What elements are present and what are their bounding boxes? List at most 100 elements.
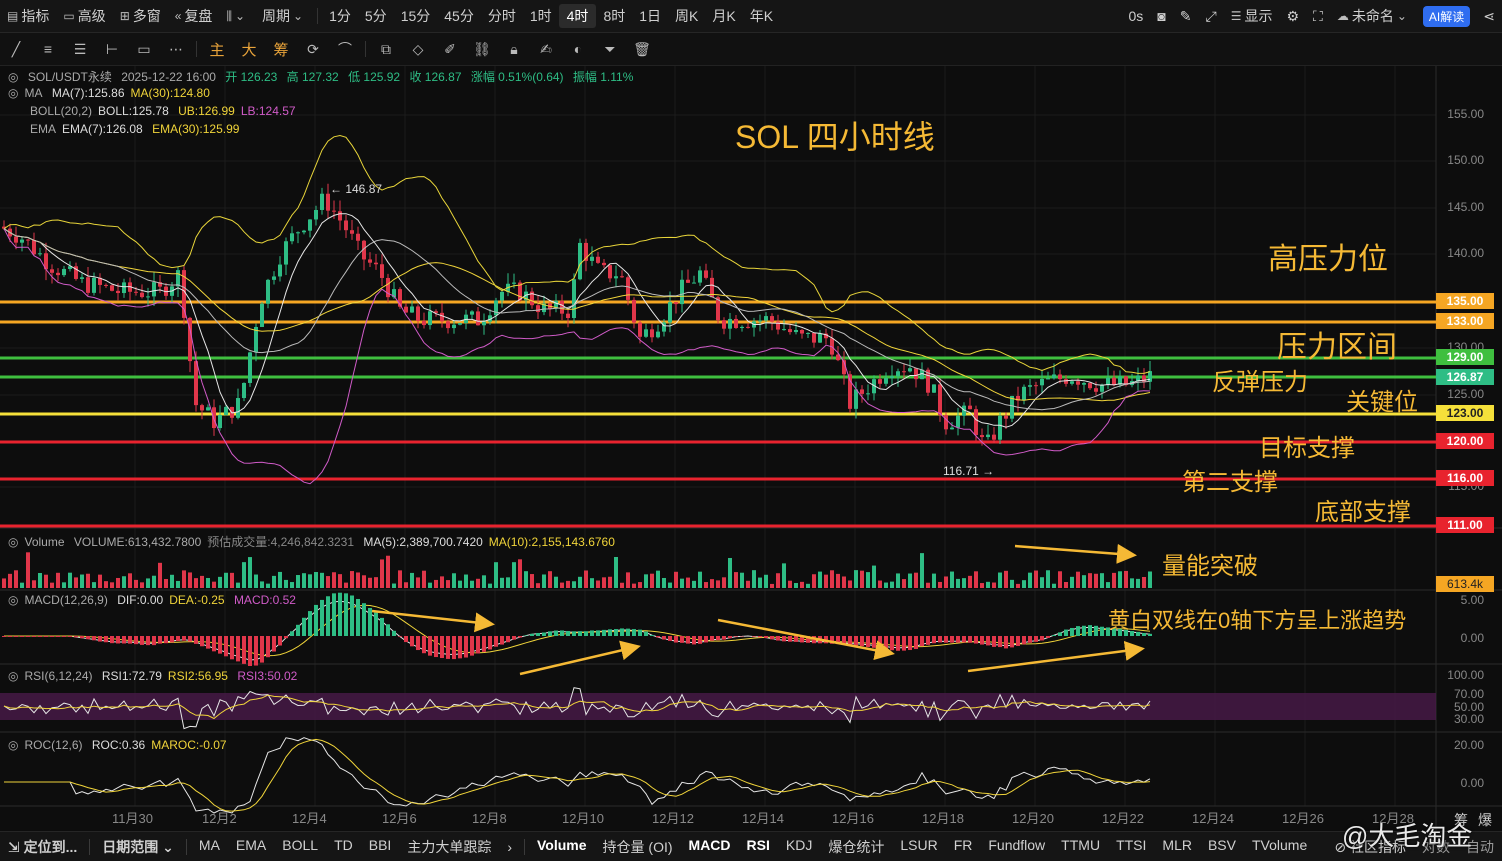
interval-tab[interactable]: 4时 xyxy=(558,4,597,28)
volume-bar xyxy=(728,557,732,588)
big-order-button[interactable]: 大 xyxy=(241,41,257,59)
interval-tab[interactable]: 1日 xyxy=(639,8,662,24)
horizontal-ray-icon[interactable]: ⊢ xyxy=(105,40,119,57)
eye-icon[interactable]: ◎ xyxy=(8,535,19,549)
hide-icon[interactable]: ◐ xyxy=(573,41,583,57)
sub-indicator-tab[interactable]: LSUR xyxy=(900,836,938,853)
volume-bar xyxy=(440,576,444,588)
copy-icon[interactable]: ⧉ xyxy=(381,40,391,57)
link-icon[interactable]: ⛓ xyxy=(473,40,491,57)
main-indicator-tab[interactable]: BOLL xyxy=(282,836,319,853)
candle-body xyxy=(338,211,342,221)
eraser-icon[interactable]: ◇ xyxy=(412,40,424,57)
macd-bar xyxy=(134,636,138,645)
interval-tab[interactable]: 1分 xyxy=(329,8,351,24)
share-icon[interactable]: ⋖ xyxy=(1483,7,1495,24)
sub-indicator-tab[interactable]: MLR xyxy=(1162,836,1192,853)
chevron-down-icon: ⌄ xyxy=(1396,9,1407,23)
interval-tab[interactable]: 1时 xyxy=(529,8,552,24)
volume-bar xyxy=(1130,578,1134,588)
main-indicator-tab[interactable]: TD xyxy=(334,836,353,853)
community-indicators-button[interactable]: ⊘ 社区指标 xyxy=(1334,838,1406,855)
sub-indicator-tab[interactable]: TTMU xyxy=(1061,836,1101,853)
interval-tab[interactable]: 15分 xyxy=(400,8,431,24)
open-value: 开 126.23 xyxy=(225,70,278,84)
sub-indicator-tab[interactable]: TTSI xyxy=(1116,836,1147,853)
main-indicator-tab[interactable]: MA xyxy=(198,836,220,853)
trash-icon[interactable]: 🗑︎ xyxy=(633,40,651,57)
macd-bar xyxy=(260,636,264,663)
auto-scale-toggle[interactable]: 自动 xyxy=(1466,838,1494,855)
eye-icon[interactable]: ◎ xyxy=(8,593,19,607)
volume-bar xyxy=(446,580,450,588)
eye-icon[interactable]: ◎ xyxy=(8,86,19,100)
interval-tab[interactable]: 月K xyxy=(712,8,736,24)
parallel-lines-icon[interactable]: ≡ xyxy=(43,41,53,57)
sub-indicator-tab[interactable]: Volume xyxy=(537,836,587,853)
macd-bar xyxy=(1022,636,1026,645)
sub-indicator-tab[interactable]: Fundflow xyxy=(988,836,1046,853)
ai-interpret-button[interactable]: AI解读 xyxy=(1422,5,1471,27)
pen-icon[interactable]: ✎ xyxy=(1179,7,1192,24)
macd-bar xyxy=(50,636,54,637)
chart-type-button[interactable]: ⫼ ⌄ xyxy=(219,0,255,33)
chart-area[interactable]: ◎ SOL/USDT永续 2025-12-22 16:00 开 126.23 高… xyxy=(0,66,1502,831)
replay-button[interactable]: «复盘 xyxy=(174,8,213,24)
sync-icon[interactable]: ⟳ xyxy=(307,40,319,57)
sub-indicator-tab[interactable]: 持仓量 (OI) xyxy=(602,838,673,855)
multi-window-button[interactable]: ⊞ 多窗 xyxy=(119,8,161,24)
period-dropdown[interactable]: 周期 ⌄ xyxy=(262,8,304,24)
eye-icon[interactable]: ◎ xyxy=(8,70,19,84)
eye-icon[interactable]: ◎ xyxy=(8,738,19,752)
interval-tab[interactable]: 8时 xyxy=(603,8,626,24)
main-indicator-tab[interactable]: 主力大单跟踪 xyxy=(407,838,492,855)
sub-indicator-tab[interactable]: 爆仓统计 xyxy=(828,838,885,855)
trendline-icon[interactable]: ╱ xyxy=(11,40,21,57)
sub-indicator-tab[interactable]: RSI xyxy=(746,836,770,853)
interval-tab[interactable]: 45分 xyxy=(444,8,474,24)
main-indicator-tab[interactable]: BBI xyxy=(368,836,392,853)
candle-body xyxy=(26,239,30,241)
main-indicators-more-icon[interactable]: › xyxy=(507,838,512,855)
volume-bar xyxy=(1016,583,1020,588)
camera-icon[interactable]: ◙ xyxy=(1157,8,1166,24)
candle-body xyxy=(1148,371,1152,382)
candle-body xyxy=(362,240,366,260)
eye-icon[interactable]: ◎ xyxy=(8,669,19,683)
edit-list-icon[interactable]: ✍ xyxy=(540,40,552,57)
advanced-button[interactable]: ▭ 高级 xyxy=(63,8,106,24)
sub-indicator-tab[interactable]: FR xyxy=(953,836,973,853)
indicators-button[interactable]: ▤ 指标 xyxy=(7,8,50,24)
magnet-icon[interactable]: ⌒ xyxy=(338,41,352,57)
sub-indicator-tab[interactable]: MACD xyxy=(688,836,731,853)
date-range-dropdown[interactable]: 日期范围 ⌄ xyxy=(102,838,174,855)
interval-tab[interactable]: 5分 xyxy=(364,8,387,24)
brush-icon[interactable]: ✐ xyxy=(444,40,456,57)
interval-tab[interactable]: 年K xyxy=(749,8,774,24)
expand-icon[interactable]: ⛶ xyxy=(1313,7,1323,24)
locate-button[interactable]: ⇲ 定位到... xyxy=(8,838,78,855)
fullscreen-exit-icon[interactable]: ⤢ xyxy=(1205,7,1217,24)
sub-indicator-tab[interactable]: KDJ xyxy=(785,836,813,853)
filter-icon[interactable]: ⏷ xyxy=(604,40,616,57)
chart-canvas[interactable] xyxy=(0,66,1502,831)
main-indicator-tab[interactable]: EMA xyxy=(235,836,267,853)
rectangle-icon[interactable]: ▭ xyxy=(137,40,151,57)
more-tools-icon[interactable]: ⋯ xyxy=(169,40,183,57)
volume-bar xyxy=(1136,578,1140,588)
layout-name-dropdown[interactable]: ☁ 未命名 ⌄ xyxy=(1336,8,1407,24)
settings-gear-icon[interactable]: ⚙ xyxy=(1286,7,1300,24)
chip-button[interactable]: 筹 xyxy=(273,41,289,59)
lock-icon[interactable]: 🔒︎ xyxy=(510,40,518,57)
main-force-button[interactable]: 主 xyxy=(209,41,225,59)
interval-tab[interactable]: 周K xyxy=(675,8,699,24)
macd-bar xyxy=(20,636,24,637)
sub-indicator-tab[interactable]: BSV xyxy=(1207,836,1236,853)
macd-bar xyxy=(44,636,48,637)
candle-body xyxy=(674,302,678,305)
log-scale-toggle[interactable]: 对数 xyxy=(1422,838,1450,855)
sub-indicator-tab[interactable]: TVolume xyxy=(1251,836,1308,853)
horizontal-lines-icon[interactable]: ☰ xyxy=(73,40,87,57)
display-button[interactable]: ☰ 显示 xyxy=(1230,8,1273,24)
interval-tab[interactable]: 分时 xyxy=(487,8,516,24)
